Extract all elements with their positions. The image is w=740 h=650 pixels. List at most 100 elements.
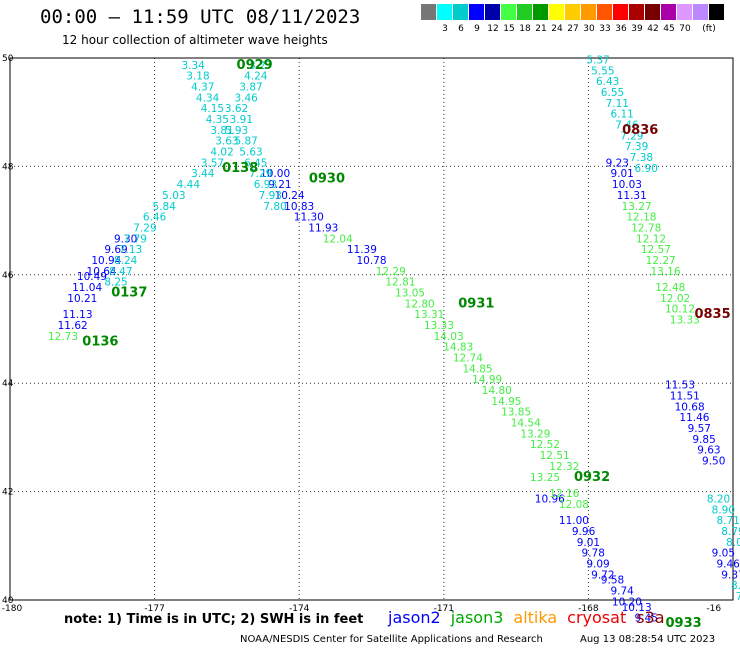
- wave-height-value: 8.00: [726, 537, 740, 549]
- wave-height-value: 7.11: [606, 98, 629, 110]
- wave-height-value: 8.71: [716, 515, 739, 527]
- wave-height-value: 5.03: [162, 190, 185, 202]
- wave-height-value: 3.46: [234, 92, 258, 104]
- color-scale-swatch: [629, 4, 644, 20]
- wave-height-value: 9.37: [721, 569, 740, 581]
- wave-height-value: 7.29: [249, 168, 272, 180]
- wave-height-value: 12.29: [376, 266, 406, 278]
- wave-height-value: 9.21: [268, 179, 291, 191]
- wave-height-value: 11.62: [58, 320, 88, 332]
- wave-height-value: 3.81: [210, 125, 233, 137]
- x-tick-label: -16: [706, 604, 721, 614]
- y-tick-label: 42: [2, 488, 13, 498]
- color-scale-label: 6: [458, 24, 464, 34]
- wave-height-value: 10.64: [87, 266, 117, 278]
- wave-height-value: 12.78: [631, 222, 661, 234]
- wave-height-value: 3.18: [186, 71, 209, 83]
- y-tick-label: 50: [2, 54, 14, 64]
- wave-height-value: 9.09: [586, 558, 609, 570]
- wave-height-value: 3.91: [230, 114, 253, 126]
- timestamp-text: Aug 13 08:28:54 UTC 2023: [580, 634, 716, 645]
- wave-height-value: 8.20: [707, 493, 730, 505]
- wave-height-value: 13.27: [622, 201, 652, 213]
- color-scale-swatch: [661, 4, 676, 20]
- wave-height-value: 9.45: [635, 613, 658, 625]
- wave-height-value: 14.83: [443, 342, 473, 354]
- subtitle: 12 hour collection of altimeter wave hei…: [62, 33, 328, 47]
- wave-height-value: 12.80: [405, 298, 435, 310]
- wave-height-value: 7.79: [124, 233, 147, 245]
- wave-height-value: 13.31: [414, 309, 444, 321]
- wave-height-value: 10.68: [675, 401, 705, 413]
- wave-height-value: 9.78: [582, 548, 605, 560]
- wave-height-value: 11.53: [665, 380, 695, 392]
- color-scale-swatch: [485, 4, 500, 20]
- wave-height-value: 12.04: [323, 233, 353, 245]
- wave-height-value: 9.96: [572, 526, 596, 538]
- wave-height-value: 12.48: [655, 282, 685, 294]
- wave-height-value: 10.96: [535, 493, 565, 505]
- wave-height-value: 9.58: [601, 575, 624, 587]
- wave-height-value: 8.25: [104, 277, 127, 289]
- wave-height-value: 9.72: [591, 569, 614, 581]
- color-scale-label: 12: [487, 24, 499, 34]
- y-tick-label: 40: [2, 596, 14, 606]
- pass-time-label: 0836: [622, 123, 658, 138]
- wave-height-value: 5.93: [225, 125, 248, 137]
- wave-height-value: 12.32: [549, 461, 579, 473]
- wave-height-value: 9.57: [688, 423, 711, 435]
- wave-height-value: 10.83: [284, 201, 314, 213]
- color-scale-swatch: [501, 4, 516, 20]
- color-scale-label: 27: [567, 24, 579, 34]
- color-scale-swatch: [453, 4, 468, 20]
- wave-height-value: 6.93: [254, 179, 277, 191]
- wave-height-value: 8.90: [712, 504, 735, 516]
- pass-time-label: 0138: [222, 161, 258, 176]
- pass-time-label: 0929: [237, 58, 273, 73]
- wave-height-value: 3.27: [249, 60, 272, 72]
- wave-height-value: 9.63: [697, 445, 720, 457]
- wave-height-value: 4.44: [177, 179, 201, 191]
- wave-height-value: 11.30: [294, 212, 324, 224]
- wave-height-value: 8.79: [721, 526, 740, 538]
- color-scale-swatch: [549, 4, 564, 20]
- wave-height-value: 14.85: [463, 363, 493, 375]
- y-tick-label: 46: [2, 271, 14, 281]
- wave-height-value: 4.35: [206, 114, 229, 126]
- wave-height-value: 12.51: [540, 450, 570, 462]
- wave-height-value: 10.03: [612, 179, 642, 191]
- color-scale-swatch: [565, 4, 580, 20]
- color-scale-swatch: [581, 4, 596, 20]
- color-scale-swatch: [645, 4, 660, 20]
- wave-height-value: 10.12: [665, 304, 695, 316]
- wave-height-value: 9.05: [712, 548, 735, 560]
- pass-time-labels: 0929 0138 0930 0137 0136 0931 0932 0933 0836 0835…: [82, 58, 730, 631]
- wave-height-value: 13.33: [424, 320, 454, 332]
- color-scale-label: 9: [474, 24, 480, 34]
- color-scale-swatch: [517, 4, 532, 20]
- wave-height-value: 10.24: [275, 190, 305, 202]
- color-scale-label: 70: [679, 24, 691, 34]
- wave-height-value: 11.00: [559, 515, 589, 527]
- wave-height-value: 8.22: [731, 580, 740, 592]
- wave-height-value: 7.29: [133, 222, 156, 234]
- wave-height-value: 7.93: [259, 190, 282, 202]
- wave-height-value: 4.15: [201, 103, 224, 115]
- wave-height-value: 5.37: [586, 54, 609, 66]
- wave-height-value: 4.34: [196, 92, 220, 104]
- wave-height-value: 9.23: [606, 157, 629, 169]
- color-scale-swatch: [677, 4, 692, 20]
- color-scale-swatch: [469, 4, 484, 20]
- wave-height-value: 9.69: [104, 244, 127, 256]
- data-points: 11.6211.1310.2111.0410.4910.6410.949.699…: [48, 54, 740, 624]
- wave-height-value: 14.03: [434, 331, 464, 343]
- wave-height-value: 11.13: [62, 309, 92, 321]
- wave-height-value: 6.46: [143, 212, 167, 224]
- satellite-legend: jason2 jason3 altika cryosat s3a: [388, 608, 675, 627]
- wave-height-value: 11.04: [72, 282, 102, 294]
- pass-time-label: 0933: [666, 616, 702, 631]
- wave-height-value: 14.54: [511, 418, 541, 430]
- wave-height-value: 10.20: [612, 596, 642, 608]
- wave-height-value: 12.02: [660, 293, 690, 305]
- color-scale-swatch: [693, 4, 708, 20]
